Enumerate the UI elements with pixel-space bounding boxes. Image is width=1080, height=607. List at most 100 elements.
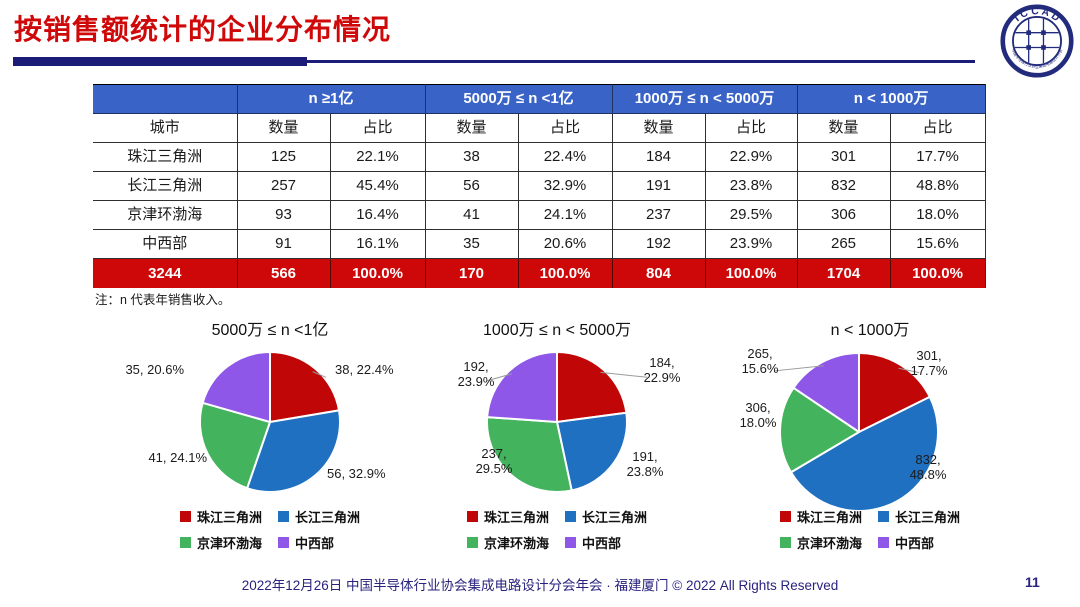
pie-chart-1: 38, 22.4% 56, 32.9% 41, 24.1% 35, 20.6% bbox=[125, 351, 394, 493]
legend-item: 中西部 bbox=[878, 533, 960, 552]
column-header-share: 占比 bbox=[517, 113, 613, 143]
pie-data-label: 301, 17.7% bbox=[911, 348, 948, 378]
pie-slice-长江三角洲 bbox=[556, 411, 628, 492]
legend-label: 长江三角洲 bbox=[582, 510, 648, 525]
column-header-share: 占比 bbox=[704, 113, 798, 143]
pie-legend-1: 珠江三角洲 长江三角洲京津环渤海 中西部 bbox=[120, 507, 420, 552]
pie-legend-3: 珠江三角洲 长江三角洲京津环渤海 中西部 bbox=[720, 507, 1020, 552]
group-header: 5000万 ≤ n <1亿 bbox=[424, 84, 613, 114]
total-cell: 100.0% bbox=[517, 258, 613, 288]
value-cell: 41 bbox=[424, 200, 519, 230]
legend-item: 京津环渤海 bbox=[466, 533, 549, 552]
legend-swatch-icon bbox=[565, 537, 576, 548]
legend-item: 京津环渤海 bbox=[779, 533, 862, 552]
group-header: n ≥1亿 bbox=[236, 84, 426, 114]
pie-data-label: 184, 22.9% bbox=[644, 355, 681, 385]
table-row: 中西部 91 16.1% 35 20.6% 192 23.9% 265 15.6% bbox=[93, 229, 986, 259]
pie-slice-中西部 bbox=[201, 351, 271, 423]
legend-label: 长江三角洲 bbox=[895, 510, 961, 525]
value-cell: 29.5% bbox=[704, 200, 798, 230]
legend-label: 长江三角洲 bbox=[295, 510, 361, 525]
legend-item: 珠江三角洲 bbox=[466, 507, 549, 526]
legend-item: 珠江三角洲 bbox=[779, 507, 862, 526]
legend-swatch-icon bbox=[179, 537, 191, 548]
legend-label: 京津环渤海 bbox=[196, 536, 262, 551]
value-cell: 35 bbox=[424, 229, 519, 259]
value-cell: 125 bbox=[236, 142, 331, 172]
pie-title-3: n < 1000万 bbox=[830, 322, 910, 339]
column-header-share: 占比 bbox=[329, 113, 426, 143]
column-header-city: 城市 bbox=[93, 113, 238, 143]
total-cell: 566 bbox=[236, 258, 331, 288]
column-header-count: 数量 bbox=[236, 113, 331, 143]
table-row: 珠江三角洲 125 22.1% 38 22.4% 184 22.9% 301 17.7% bbox=[93, 142, 986, 172]
city-cell: 珠江三角洲 bbox=[93, 142, 238, 172]
legend-swatch-icon bbox=[278, 537, 289, 548]
value-cell: 16.1% bbox=[329, 229, 426, 259]
value-cell: 20.6% bbox=[517, 229, 613, 259]
value-cell: 22.1% bbox=[329, 142, 426, 172]
total-cell: 100.0% bbox=[329, 258, 426, 288]
legend-label: 中西部 bbox=[295, 536, 335, 551]
logo-grid-icon bbox=[1013, 17, 1061, 65]
legend-label: 珠江三角洲 bbox=[196, 510, 262, 525]
pie-data-label: 306, 18.0% bbox=[740, 400, 777, 430]
page-number: 11 bbox=[1025, 574, 1040, 590]
total-cell: 100.0% bbox=[889, 258, 986, 288]
legend-swatch-icon bbox=[878, 511, 889, 522]
legend-item: 京津环渤海 bbox=[179, 533, 262, 552]
legend-swatch-icon bbox=[565, 511, 576, 522]
value-cell: 24.1% bbox=[517, 200, 613, 230]
value-cell: 191 bbox=[611, 171, 706, 201]
legend-item: 中西部 bbox=[278, 533, 360, 552]
pie-data-label: 38, 22.4% bbox=[335, 362, 394, 377]
column-header-count: 数量 bbox=[424, 113, 519, 143]
legend-label: 珠江三角洲 bbox=[796, 510, 862, 525]
value-cell: 257 bbox=[236, 171, 331, 201]
value-cell: 22.9% bbox=[704, 142, 798, 172]
legend-label: 京津环渤海 bbox=[796, 536, 862, 551]
pie-chart-3: 301, 17.7% 832, 48.8% 306, 18.0% 265, 15.6% bbox=[740, 346, 948, 512]
column-header-count: 数量 bbox=[611, 113, 706, 143]
pie-title-2: 1000万 ≤ n < 5000万 bbox=[483, 322, 631, 339]
value-cell: 306 bbox=[796, 200, 891, 230]
table-row: 长江三角洲 257 45.4% 56 32.9% 191 23.8% 832 48.8% bbox=[93, 171, 986, 201]
value-cell: 237 bbox=[611, 200, 706, 230]
table-row: 京津环渤海 93 16.4% 41 24.1% 237 29.5% 306 18.0% bbox=[93, 200, 986, 230]
value-cell: 15.6% bbox=[889, 229, 986, 259]
value-cell: 32.9% bbox=[517, 171, 613, 201]
pie-slice-中西部 bbox=[486, 351, 558, 423]
total-cell: 100.0% bbox=[704, 258, 798, 288]
pie-data-label: 237, 29.5% bbox=[476, 446, 513, 476]
title-divider-thick bbox=[13, 57, 307, 66]
value-cell: 91 bbox=[236, 229, 331, 259]
label-leader-line bbox=[600, 371, 648, 378]
table-sub-header-row: 城市 数量 占比 数量 占比 数量 占比 数量 占比 bbox=[93, 113, 986, 143]
city-cell: 中西部 bbox=[93, 229, 238, 259]
legend-label: 中西部 bbox=[895, 536, 935, 551]
legend-label: 京津环渤海 bbox=[483, 536, 549, 551]
value-cell: 192 bbox=[611, 229, 706, 259]
pie-slice-京津环渤海 bbox=[779, 386, 860, 474]
pie-slice-长江三角洲 bbox=[246, 409, 341, 493]
column-header-share: 占比 bbox=[889, 113, 986, 143]
pie-data-label: 265, 15.6% bbox=[742, 346, 779, 376]
value-cell: 38 bbox=[424, 142, 519, 172]
legend-swatch-icon bbox=[466, 511, 478, 522]
legend-item: 长江三角洲 bbox=[278, 507, 360, 526]
pie-data-label: 832, 48.8% bbox=[910, 452, 947, 482]
group-header: 1000万 ≤ n < 5000万 bbox=[611, 84, 798, 114]
total-cell: 804 bbox=[611, 258, 706, 288]
pie-data-label: 192, 23.9% bbox=[458, 359, 495, 389]
legend-label: 中西部 bbox=[582, 536, 622, 551]
pie-data-label: 191, 23.8% bbox=[627, 449, 664, 479]
value-cell: 23.8% bbox=[704, 171, 798, 201]
legend-item: 珠江三角洲 bbox=[179, 507, 262, 526]
legend-item: 中西部 bbox=[565, 533, 647, 552]
title-divider-thin bbox=[307, 60, 975, 63]
pie-slice-京津环渤海 bbox=[486, 416, 573, 493]
label-leader-line bbox=[773, 365, 824, 372]
total-cell: 170 bbox=[424, 258, 519, 288]
value-cell: 93 bbox=[236, 200, 331, 230]
